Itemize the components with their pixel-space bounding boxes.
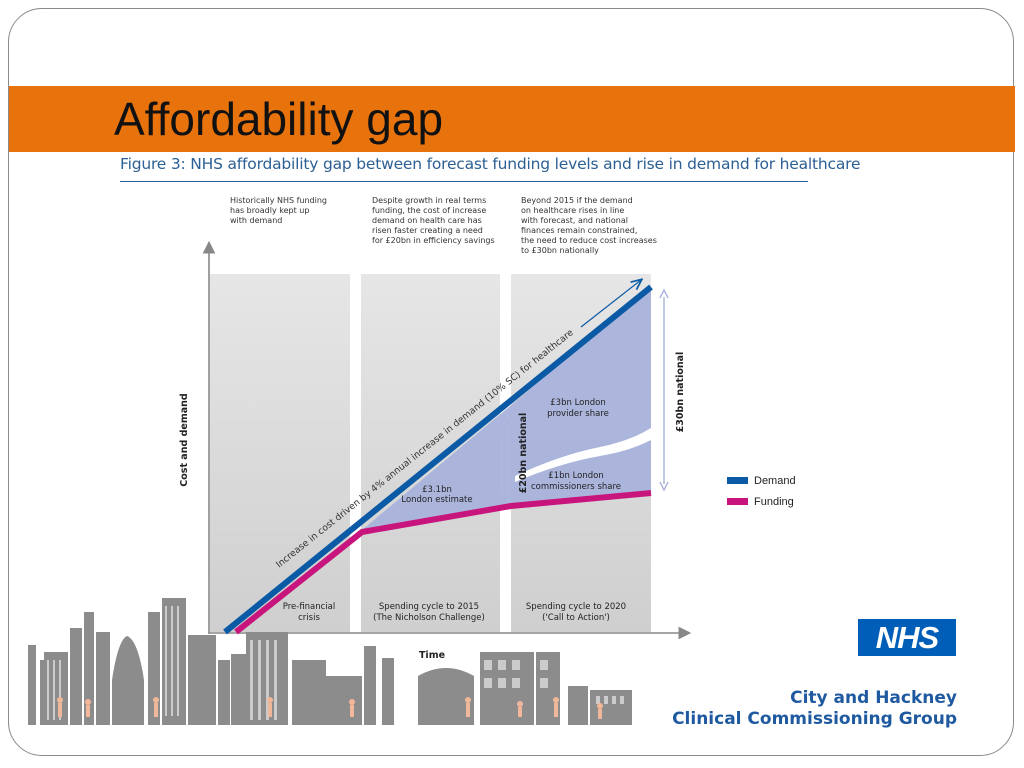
demand-line [223,284,653,635]
figure-caption: Figure 3: NHS affordability gap between … [120,155,861,173]
label-1bn-london: £1bn London [548,471,603,481]
panel-pre-crisis [210,274,350,632]
label-commissioners-share: commissioners share [531,482,621,492]
label-3-1bn: £3.1bn [422,485,452,495]
gap-30bn-arrow [659,288,669,492]
slide-frame [8,8,1014,756]
label-london-estimate: London estimate [401,495,472,505]
ccg-name: City and Hackney Clinical Commissioning … [672,688,957,730]
period-label-pre-crisis-1: Pre-financial [283,602,336,612]
legend-item-demand: Demand [727,470,796,491]
x-axis-label: Time [419,650,445,661]
provider-commissioner-divider [515,428,651,482]
legend-swatch-demand [727,477,748,484]
caption-divider [120,181,808,182]
nhs-logo: NHS [858,619,956,656]
gap-20bn-arrow [499,414,509,504]
demand-trend-arrow [580,280,641,328]
title-bar [9,86,1015,152]
period-label-2020-1: Spending cycle to 2020 [526,602,626,612]
note-nicholson: Despite growth in real terms funding, th… [372,196,495,245]
legend-label-demand: Demand [754,474,796,487]
period-label-2015-2: (The Nicholson Challenge) [373,613,485,623]
funding-line [234,490,652,635]
period-label-pre-crisis-2: crisis [298,613,320,623]
legend-swatch-funding [727,498,748,505]
period-label-2020-2: ('Call to Action') [542,613,610,623]
legend: Demand Funding [727,470,796,512]
label-30bn-national: £30bn national [675,352,686,433]
label-3bn-london: £3bn London [550,398,605,408]
legend-label-funding: Funding [754,495,794,508]
note-beyond-2015: Beyond 2015 if the demand on healthcare … [521,196,657,255]
y-axis-label: Cost and demand [179,393,190,486]
slide-title: Affordability gap [114,93,444,145]
label-provider-share: provider share [547,409,609,419]
ccg-name-line2: Clinical Commissioning Group [672,709,957,729]
period-label-2015-1: Spending cycle to 2015 [379,602,479,612]
note-historical: Historically NHS funding has broadly kep… [230,196,327,225]
label-20bn-national: £20bn national [518,413,529,494]
legend-item-funding: Funding [727,491,796,512]
city-skyline [28,598,632,725]
ccg-name-line1: City and Hackney [790,688,957,708]
